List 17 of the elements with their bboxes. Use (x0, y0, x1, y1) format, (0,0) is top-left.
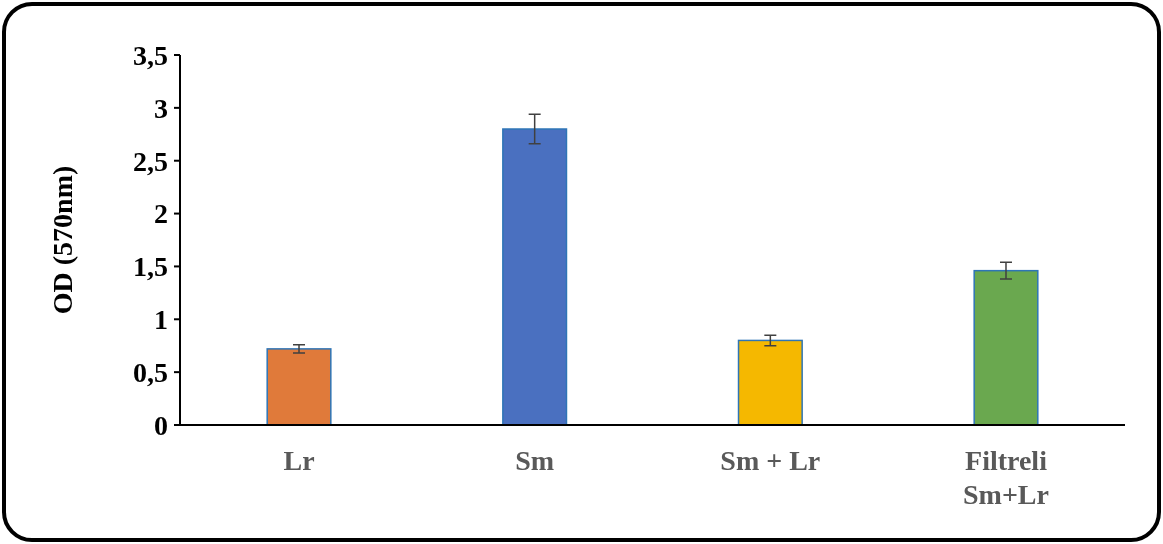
x-tick-label: Filtreli Sm+Lr (963, 445, 1049, 510)
y-axis-title: OD (570nm) (47, 165, 78, 315)
y-tick-label: 3,5 (133, 39, 168, 71)
y-tick-label: 0 (154, 409, 168, 441)
x-tick-label: Lr (283, 445, 315, 476)
y-tick-label: 1,5 (133, 251, 168, 283)
bar (973, 269, 1039, 426)
y-tick-label: 2 (154, 198, 168, 230)
y-tick-label: 3 (154, 92, 168, 124)
x-tick-label: Sm + Lr (720, 445, 821, 476)
bar (266, 348, 332, 426)
x-tick-label: Sm (515, 445, 555, 476)
y-tick-label: 1 (154, 304, 168, 336)
bar (737, 339, 803, 426)
y-tick-label: 2,5 (133, 145, 168, 177)
bar (502, 128, 568, 426)
y-tick-label: 0,5 (133, 356, 168, 388)
